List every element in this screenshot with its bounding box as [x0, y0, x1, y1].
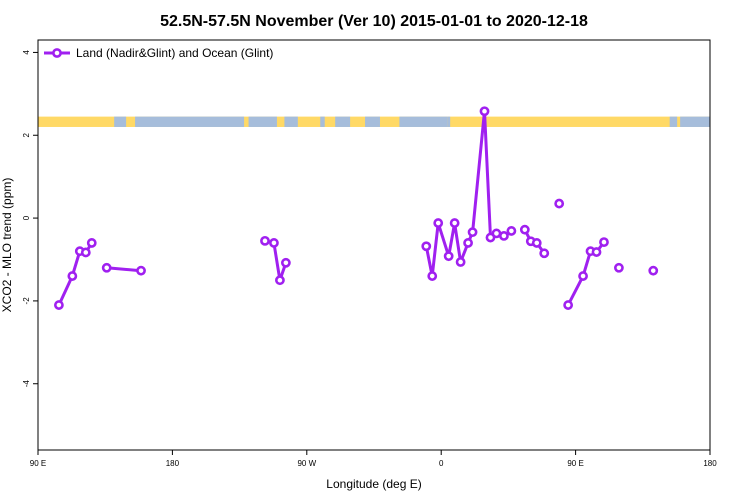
x-tick-label: 180 — [703, 459, 717, 468]
legend-marker — [52, 48, 62, 58]
data-point — [539, 248, 550, 259]
band-ocean-segment — [447, 116, 451, 127]
data-point — [136, 265, 146, 276]
data-point — [443, 251, 454, 262]
x-tick-label: 90 W — [297, 459, 316, 468]
data-point — [578, 271, 588, 281]
band-ocean-segment — [320, 116, 325, 127]
y-tick-label: 4 — [22, 50, 31, 55]
y-tick-label: -2 — [22, 297, 31, 305]
x-tick-label: 90 E — [567, 459, 583, 468]
band-ocean-segment — [284, 116, 298, 127]
data-point — [275, 275, 285, 286]
data-point — [455, 257, 466, 267]
data-point — [433, 218, 444, 228]
y-tick-label: 0 — [22, 215, 31, 220]
land-ocean-band — [38, 116, 710, 127]
data-point — [80, 247, 91, 258]
y-axis-label: XCO2 - MLO trend (ppm) — [0, 178, 14, 313]
data-point — [54, 300, 64, 310]
data-point — [614, 262, 624, 273]
y-axis: -4 -2 0 2 4 — [22, 50, 38, 388]
plot-frame — [37, 39, 711, 451]
band-ocean-segment — [335, 116, 351, 127]
data-point — [506, 226, 517, 236]
legend-label: Land (Nadir&Glint) and Ocean (Glint) — [76, 46, 273, 60]
data-point — [449, 218, 460, 228]
band-ocean-segment — [399, 116, 448, 127]
data-point — [280, 257, 291, 268]
y-tick-label: 2 — [22, 132, 31, 137]
band-ocean-segment — [248, 116, 277, 127]
legend: Land (Nadir&Glint) and Ocean (Glint) — [44, 46, 273, 60]
data-point — [648, 265, 659, 276]
band-ocean-segment — [680, 116, 710, 127]
data-point — [67, 271, 78, 281]
x-tick-label: 90 E — [30, 459, 46, 468]
data-point — [421, 241, 432, 252]
data-point — [599, 237, 609, 248]
chart-title: 52.5N-57.5N November (Ver 10) 2015-01-01… — [160, 13, 588, 30]
data-point — [269, 238, 279, 248]
data-point — [491, 228, 502, 239]
data-point — [499, 230, 509, 241]
x-tick-label: 0 — [439, 459, 444, 468]
x-tick-label: 180 — [166, 459, 180, 468]
data-point — [519, 224, 530, 235]
x-axis: 90 E 180 90 W 0 90 E 180 — [30, 450, 717, 468]
data-point — [554, 198, 565, 209]
y-tick-label: -4 — [22, 380, 31, 388]
data-point — [427, 271, 438, 281]
band-ocean-segment — [135, 116, 245, 127]
data-point — [101, 262, 112, 273]
band-ocean-segment — [669, 116, 678, 127]
x-axis-label: Longitude (deg E) — [326, 477, 421, 491]
band-ocean-segment — [114, 116, 127, 127]
data-point — [86, 238, 97, 248]
data-point — [531, 238, 542, 248]
data-point — [463, 238, 473, 248]
data-point — [591, 247, 602, 257]
series-line — [106, 266, 142, 273]
data-point — [467, 227, 478, 238]
data-point — [479, 106, 490, 117]
band-ocean-segment — [365, 116, 380, 127]
data-point — [260, 235, 270, 246]
series-line — [424, 109, 513, 278]
series-layer — [54, 106, 659, 310]
data-point — [563, 300, 574, 310]
